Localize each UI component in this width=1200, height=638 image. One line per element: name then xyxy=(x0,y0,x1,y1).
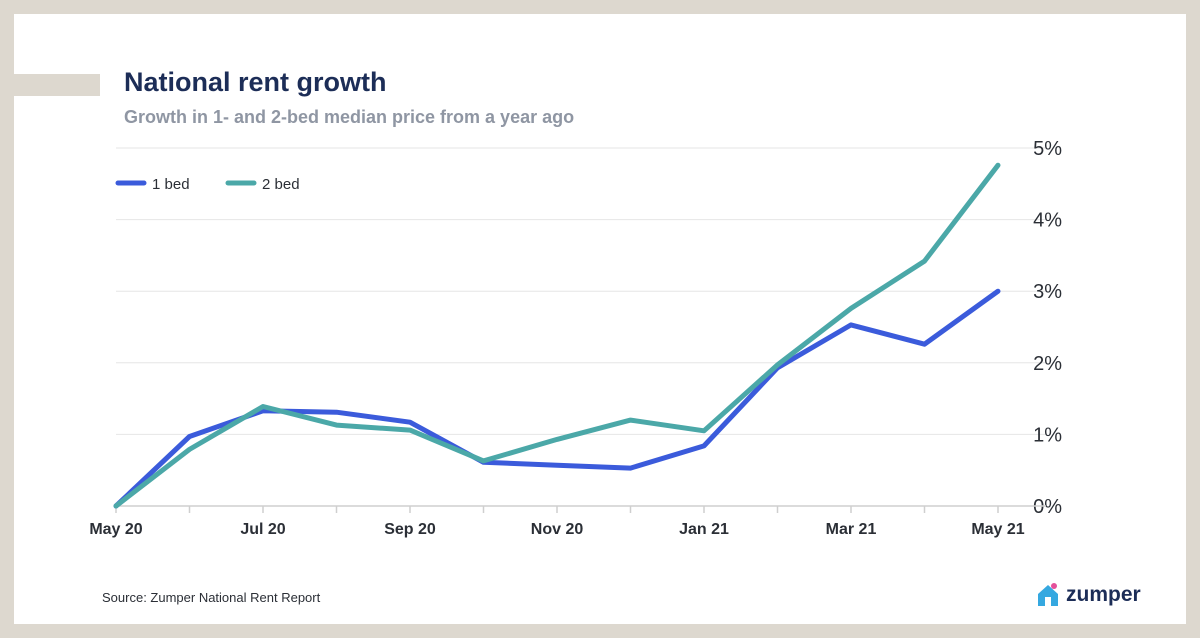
chart-title: National rent growth xyxy=(124,67,387,97)
source-note: Source: Zumper National Rent Report xyxy=(102,590,321,605)
x-tick-label: Jan 21 xyxy=(679,521,729,538)
y-tick-label: 2% xyxy=(1033,353,1062,375)
y-tick-label: 3% xyxy=(1033,281,1062,303)
zumper-logo: zumper xyxy=(1036,582,1141,608)
x-tick-label: May 20 xyxy=(89,521,142,538)
series-line-1-bed xyxy=(113,288,1001,509)
y-tick-label: 4% xyxy=(1033,210,1062,232)
x-tick-label: Sep 20 xyxy=(384,521,436,538)
series-line-2-bed xyxy=(113,162,1001,509)
house-icon xyxy=(1038,583,1058,606)
chart-subtitle: Growth in 1- and 2-bed median price from… xyxy=(124,107,575,127)
y-tick-label: 0% xyxy=(1033,496,1062,518)
chart-card: National rent growth Growth in 1- and 2-… xyxy=(14,14,1186,624)
line-chart: 0% 1% 2% 3% 4% 5% May 20 Jul 20 Sep 20 Nov 20 Jan … xyxy=(89,138,1062,538)
y-tick-label: 1% xyxy=(1033,424,1062,446)
x-tick-label: May 21 xyxy=(971,521,1024,538)
legend-label-2-bed: 2 bed xyxy=(262,176,300,193)
legend-label-1-bed: 1 bed xyxy=(152,176,190,193)
y-tick-label: 5% xyxy=(1033,138,1062,160)
x-tick-label: Nov 20 xyxy=(531,521,584,538)
x-tick-label: Jul 20 xyxy=(240,521,285,538)
decorative-tab xyxy=(14,74,100,96)
x-tick-label: Mar 21 xyxy=(826,521,877,538)
brand-name: zumper xyxy=(1066,583,1141,606)
